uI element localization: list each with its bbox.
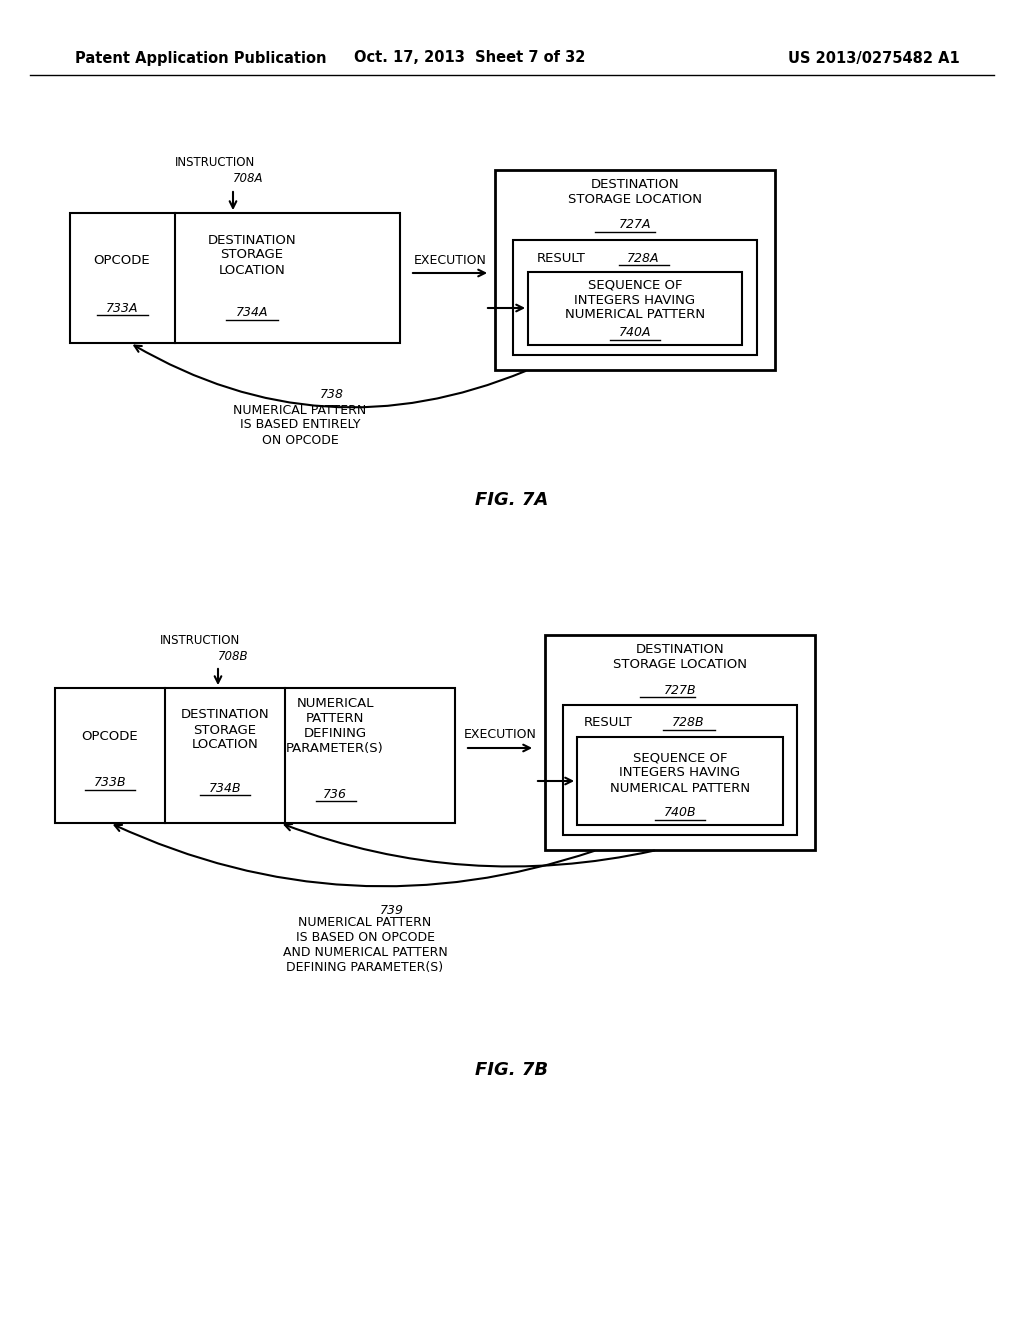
Text: 728B: 728B [672, 717, 705, 730]
Text: SEQUENCE OF
INTEGERS HAVING
NUMERICAL PATTERN: SEQUENCE OF INTEGERS HAVING NUMERICAL PA… [610, 751, 750, 795]
Text: 738: 738 [319, 388, 344, 401]
Text: OPCODE: OPCODE [82, 730, 138, 742]
Text: RESULT: RESULT [537, 252, 586, 264]
Text: Patent Application Publication: Patent Application Publication [75, 50, 327, 66]
Text: 727B: 727B [664, 684, 696, 697]
Text: 740A: 740A [618, 326, 651, 339]
Text: 734A: 734A [236, 306, 268, 319]
Text: DESTINATION
STORAGE LOCATION: DESTINATION STORAGE LOCATION [613, 643, 746, 671]
Text: SEQUENCE OF
INTEGERS HAVING
NUMERICAL PATTERN: SEQUENCE OF INTEGERS HAVING NUMERICAL PA… [565, 279, 706, 322]
Bar [563, 705, 797, 836]
Text: 734B: 734B [209, 781, 242, 795]
Text: NUMERICAL PATTERN
IS BASED ENTIRELY
ON OPCODE: NUMERICAL PATTERN IS BASED ENTIRELY ON O… [233, 404, 367, 446]
Text: DESTINATION
STORAGE
LOCATION: DESTINATION STORAGE LOCATION [208, 234, 296, 276]
Bar [70, 213, 400, 343]
Text: US 2013/0275482 A1: US 2013/0275482 A1 [788, 50, 961, 66]
Text: EXECUTION: EXECUTION [414, 253, 486, 267]
Text: OPCODE: OPCODE [93, 255, 151, 268]
Bar [545, 635, 815, 850]
Text: INSTRUCTION: INSTRUCTION [175, 157, 255, 169]
Text: 733B: 733B [93, 776, 126, 789]
Text: 727A: 727A [618, 219, 651, 231]
Bar [513, 240, 757, 355]
Text: EXECUTION: EXECUTION [464, 729, 537, 742]
Text: FIG. 7A: FIG. 7A [475, 491, 549, 510]
Bar [55, 688, 455, 822]
Bar [528, 272, 742, 345]
Text: 728A: 728A [627, 252, 659, 264]
Text: 736: 736 [323, 788, 347, 800]
Text: INSTRUCTION: INSTRUCTION [160, 634, 240, 647]
Text: RESULT: RESULT [584, 717, 633, 730]
Text: 739: 739 [380, 903, 404, 916]
Text: Oct. 17, 2013  Sheet 7 of 32: Oct. 17, 2013 Sheet 7 of 32 [354, 50, 586, 66]
Text: NUMERICAL PATTERN
IS BASED ON OPCODE
AND NUMERICAL PATTERN
DEFINING PARAMETER(S): NUMERICAL PATTERN IS BASED ON OPCODE AND… [283, 916, 447, 974]
Text: DESTINATION
STORAGE
LOCATION: DESTINATION STORAGE LOCATION [180, 709, 269, 751]
Text: 708B: 708B [218, 649, 249, 663]
Text: 708A: 708A [233, 173, 263, 186]
Text: 733A: 733A [105, 301, 138, 314]
Bar [577, 737, 783, 825]
Bar [495, 170, 775, 370]
Text: 740B: 740B [664, 807, 696, 820]
Text: NUMERICAL
PATTERN
DEFINING
PARAMETER(S): NUMERICAL PATTERN DEFINING PARAMETER(S) [286, 697, 384, 755]
Text: DESTINATION
STORAGE LOCATION: DESTINATION STORAGE LOCATION [568, 178, 702, 206]
Text: FIG. 7B: FIG. 7B [475, 1061, 549, 1078]
